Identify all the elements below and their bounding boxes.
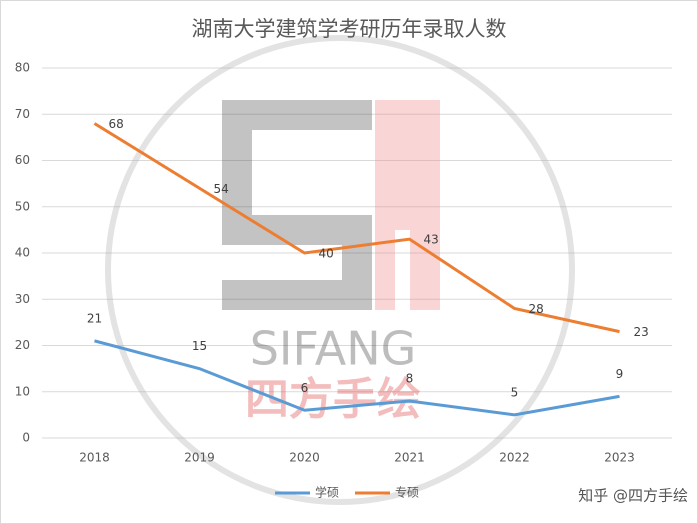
data-label: 40	[319, 247, 334, 261]
data-label: 15	[192, 339, 207, 353]
watermark: SIFANG 四方手绘	[105, 35, 575, 505]
y-tick-label: 80	[15, 61, 30, 75]
data-label: 9	[616, 367, 624, 381]
data-label: 43	[424, 233, 439, 247]
grid	[42, 67, 672, 439]
x-tick-label: 2019	[184, 451, 215, 465]
y-tick-label: 60	[15, 153, 30, 167]
watermark-logo-s	[222, 100, 372, 310]
watermark-ring	[105, 35, 575, 505]
data-label: 21	[87, 311, 102, 325]
x-tick-label: 2022	[499, 451, 530, 465]
y-tick-label: 0	[22, 431, 30, 445]
data-label: 23	[634, 325, 649, 339]
y-tick-label: 20	[15, 338, 30, 352]
y-tick-label: 30	[15, 292, 30, 306]
chart-title: 湖南大学建筑学考研历年录取人数	[192, 17, 507, 41]
x-tick-label: 2018	[79, 451, 110, 465]
data-label: 6	[301, 381, 309, 395]
legend-label: 学硕	[315, 485, 339, 500]
series-line	[93, 122, 620, 334]
x-tick-label: 2021	[394, 451, 425, 465]
data-label: 68	[109, 117, 124, 131]
x-tick-label: 2020	[289, 451, 320, 465]
data-label: 5	[511, 385, 519, 399]
y-tick-label: 70	[15, 107, 30, 121]
x-tick-label: 2023	[604, 451, 635, 465]
y-tick-label: 40	[15, 246, 30, 260]
y-tick-label: 50	[15, 199, 30, 213]
series-line	[94, 339, 620, 417]
data-label: 8	[406, 372, 414, 386]
credit: 知乎 @四方手绘	[578, 487, 688, 505]
y-tick-label: 10	[15, 384, 30, 398]
data-label: 28	[529, 302, 544, 316]
watermark-text: SIFANG	[250, 322, 417, 376]
watermark-text-cn: 四方手绘	[245, 374, 421, 425]
watermark-logo-f	[375, 100, 440, 310]
legend-label: 专硕	[395, 485, 419, 500]
data-label: 54	[214, 182, 229, 196]
